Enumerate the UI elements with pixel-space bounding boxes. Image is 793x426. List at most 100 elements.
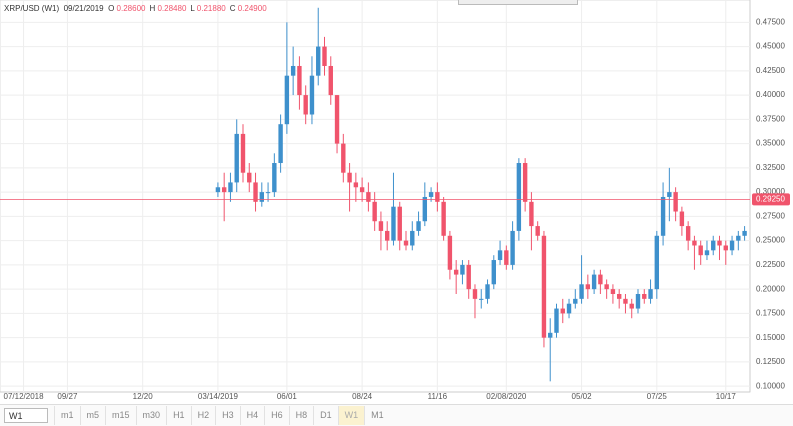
candle-body <box>736 235 741 241</box>
current-price-label: 0.29250 <box>756 195 785 204</box>
timeframe-button[interactable]: m1 <box>54 406 80 425</box>
candle-body <box>704 250 710 256</box>
chart: 0.10000 0.12500 0.15000 0.17500 0.20000 0.225… <box>0 0 790 401</box>
y-tick-label: 0.40000 <box>756 90 785 99</box>
candle-body <box>397 206 402 241</box>
candle-body <box>359 187 365 193</box>
candle-body <box>717 240 722 246</box>
candle-body <box>247 172 252 183</box>
candle-body <box>742 230 747 236</box>
timeframe-button[interactable]: H6 <box>264 406 289 425</box>
candle-body <box>416 221 421 231</box>
candle-body <box>240 133 246 173</box>
timeframe-button[interactable]: M1 <box>364 406 390 425</box>
candle-body <box>560 308 565 314</box>
candle-body <box>591 274 597 290</box>
timeframe-button[interactable]: W1 <box>337 406 365 425</box>
x-tick-label: 09/27 <box>57 392 78 401</box>
timeframe-button[interactable]: H3 <box>215 406 240 425</box>
candle-body <box>466 264 471 290</box>
candle-body <box>366 192 371 202</box>
candle-body <box>623 298 628 304</box>
candle-body <box>692 240 697 246</box>
candle-body <box>522 163 528 202</box>
timeframe-button[interactable]: H8 <box>288 406 314 425</box>
candle-body <box>253 182 258 202</box>
ohlc-key: C <box>229 4 236 13</box>
y-tick-label: 0.45000 <box>756 42 785 51</box>
candle-body <box>491 260 496 285</box>
timeframe-button[interactable]: m30 <box>135 406 167 425</box>
candle-body <box>378 221 384 231</box>
candle-body <box>428 192 434 197</box>
x-tick-label: 10/17 <box>716 392 737 401</box>
timeframe-button[interactable]: m5 <box>79 406 106 425</box>
candle-body <box>303 95 308 115</box>
candle-body <box>221 187 227 193</box>
y-tick-label: 0.35000 <box>756 139 785 148</box>
x-tick-label: 08/24 <box>352 392 373 401</box>
timeframe-input[interactable]: W1 <box>4 408 48 423</box>
candle-body <box>290 65 296 76</box>
candle-body <box>679 211 685 227</box>
candle-body <box>460 264 465 275</box>
candle-body <box>353 182 359 188</box>
candle-body <box>535 226 540 236</box>
ohlc-value: 0.24900 <box>237 4 267 13</box>
candle-body <box>391 206 396 241</box>
symbol: XRP/USD (W1) <box>4 4 60 13</box>
timeframe-button[interactable]: H4 <box>239 406 265 425</box>
candle-body <box>711 240 716 251</box>
candle-body <box>435 192 440 202</box>
candle-body <box>328 65 333 96</box>
x-tick-label: 02/08/2020 <box>486 392 527 401</box>
candle-body <box>566 303 572 314</box>
candle-body <box>322 46 327 66</box>
candle-body <box>723 245 728 251</box>
candle-body <box>642 294 647 299</box>
candle-body <box>347 172 352 183</box>
candle-body <box>441 201 446 236</box>
candle-body <box>453 269 459 275</box>
y-tick-label: 0.37500 <box>756 114 785 123</box>
candle-body <box>341 143 346 173</box>
candle-body <box>472 289 478 299</box>
candle-body <box>610 289 616 294</box>
candle-body <box>497 250 503 261</box>
timeframe-button[interactable]: D1 <box>313 406 338 425</box>
timeframe-button[interactable]: H1 <box>166 406 191 425</box>
candle-body <box>579 284 584 299</box>
x-tick-label: 03/14/2019 <box>198 392 239 401</box>
y-tick-label: 0.20000 <box>756 284 785 293</box>
legend: XRP/USD (W1) 09/21/2019 O 0.28600 H 0.284… <box>4 4 271 13</box>
candle-body <box>316 46 321 76</box>
candle-body <box>685 226 691 241</box>
candle-body <box>573 298 578 304</box>
x-tick-label: 06/01 <box>277 392 298 401</box>
candle-body <box>272 163 277 193</box>
timeframe-button[interactable]: m15 <box>105 406 136 425</box>
candle-body <box>234 133 239 183</box>
candle-body <box>673 192 678 212</box>
top-buttons[interactable] <box>458 0 578 5</box>
ohlc-key: L <box>190 4 195 13</box>
y-tick-label: 0.32500 <box>756 163 785 172</box>
x-tick-label: 07/25 <box>647 392 668 401</box>
date: 09/21/2019 <box>63 4 104 13</box>
y-tick-label: 0.47500 <box>756 17 785 26</box>
candle-body <box>259 192 264 202</box>
candle-body <box>660 196 666 236</box>
y-tick-label: 0.25000 <box>756 236 785 245</box>
y-tick-label: 0.27500 <box>756 211 785 220</box>
candle-body <box>297 65 302 96</box>
candle-body <box>541 235 547 338</box>
candle-body <box>265 192 271 194</box>
candle-body <box>629 303 634 309</box>
candle-body <box>403 240 409 246</box>
candle-body <box>548 332 553 338</box>
candle-body <box>447 235 453 270</box>
candle-body <box>372 201 377 222</box>
ohlc: O 0.28600 H 0.28480 L 0.21880 C 0.24900 <box>108 4 271 13</box>
timeframe-button[interactable]: H2 <box>190 406 216 425</box>
candle-body <box>485 284 490 299</box>
